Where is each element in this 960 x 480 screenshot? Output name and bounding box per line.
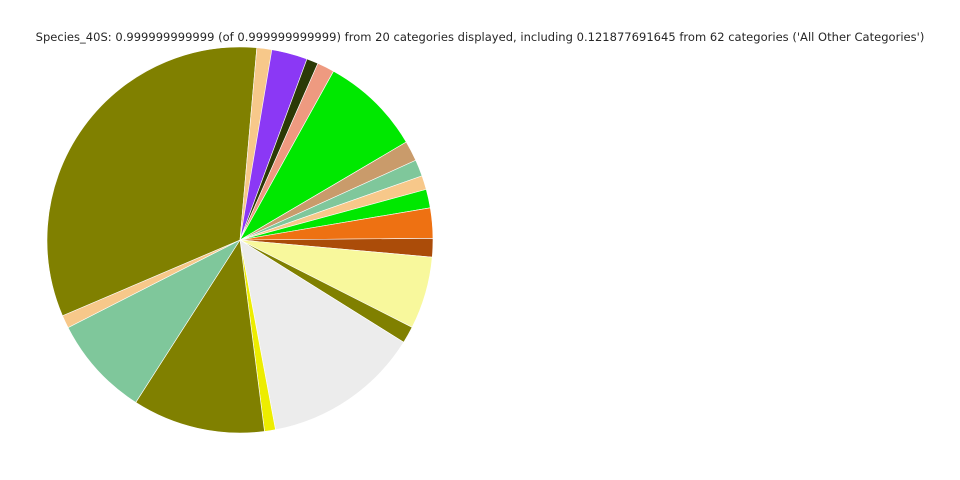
chart-title: Species_40S: 0.999999999999 (of 0.999999… [35,30,925,44]
pie-wedge-group: Slice 1: 0.0227Slice 2: 0.0335Slice 3: 0… [46,46,434,434]
pie-slice[interactable]: Slice 5: 0.0848 [239,70,407,241]
pie-slice[interactable]: Slice 16: 0.111 [135,239,265,434]
pie-slice[interactable]: All Other Categories: 0.3281 [46,46,258,317]
pie-slice[interactable]: Slice 14: 0.1316 [239,239,404,431]
pie-svg: Slice 1: 0.0227Slice 2: 0.0335Slice 3: 0… [46,46,434,434]
pie-slice[interactable]: Slice 17: 0.0842 [67,239,241,403]
pie-chart-canvas: Slice 1: 0.0227Slice 2: 0.0335Slice 3: 0… [46,46,434,434]
pie-slice[interactable]: Slice 20: 0.0125 [239,47,273,241]
